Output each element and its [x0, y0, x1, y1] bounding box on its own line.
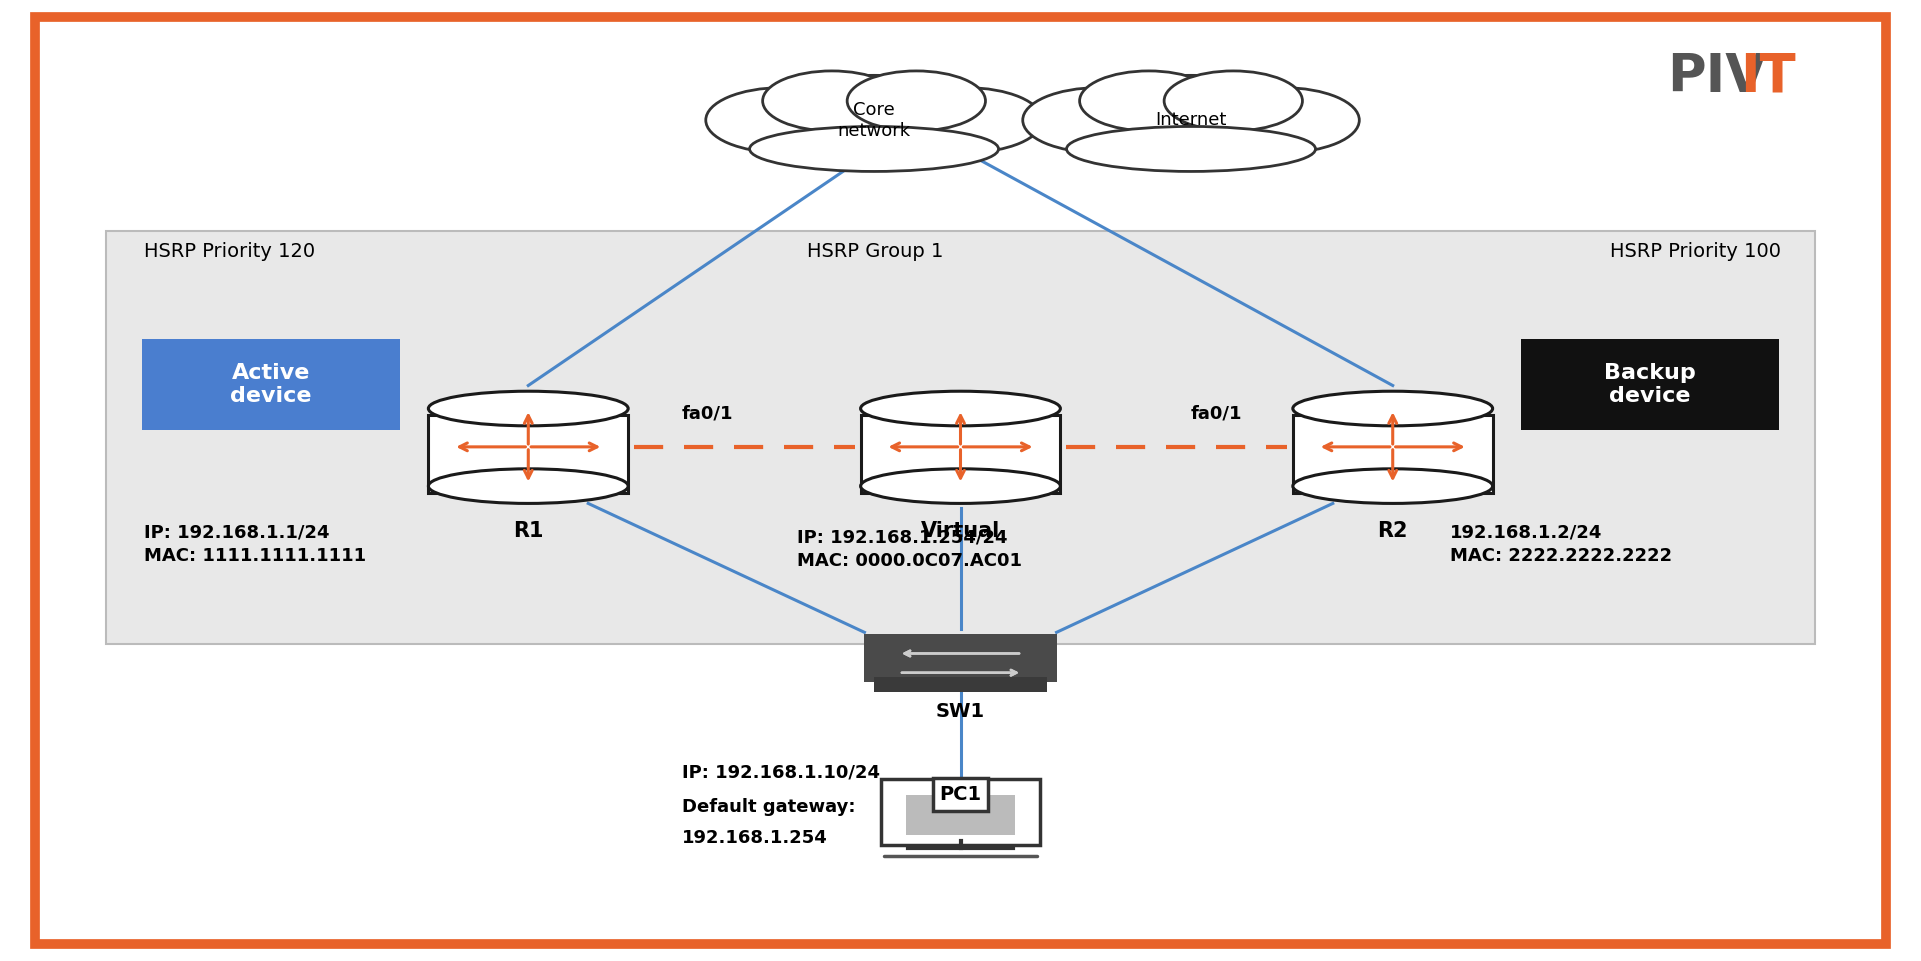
Text: 192.168.1.2/24
MAC: 2222.2222.2222: 192.168.1.2/24 MAC: 2222.2222.2222 — [1450, 524, 1673, 565]
Text: HSRP Group 1: HSRP Group 1 — [807, 242, 943, 261]
Text: Core
network: Core network — [838, 101, 911, 139]
FancyBboxPatch shape — [864, 634, 1057, 682]
Ellipse shape — [847, 71, 985, 131]
Ellipse shape — [1080, 71, 1218, 131]
Text: fa0/1: fa0/1 — [1191, 405, 1243, 422]
FancyBboxPatch shape — [1293, 415, 1493, 492]
FancyBboxPatch shape — [142, 339, 400, 430]
Ellipse shape — [705, 87, 859, 153]
FancyBboxPatch shape — [907, 795, 1014, 835]
Text: IT: IT — [1740, 51, 1796, 103]
Ellipse shape — [749, 127, 999, 171]
FancyBboxPatch shape — [1521, 339, 1779, 430]
Text: fa0/1: fa0/1 — [682, 405, 734, 422]
Ellipse shape — [1293, 391, 1493, 426]
Text: HSRP Priority 100: HSRP Priority 100 — [1610, 242, 1781, 261]
FancyBboxPatch shape — [874, 677, 1047, 692]
Text: Internet: Internet — [1155, 111, 1228, 129]
Text: PIV: PIV — [1667, 51, 1767, 103]
Text: SW1: SW1 — [936, 702, 985, 721]
Ellipse shape — [428, 391, 628, 426]
Ellipse shape — [778, 75, 970, 156]
FancyBboxPatch shape — [861, 415, 1060, 492]
Text: IP: 192.168.1.10/24: IP: 192.168.1.10/24 — [682, 764, 880, 782]
Ellipse shape — [763, 71, 901, 131]
Ellipse shape — [1164, 71, 1302, 131]
Text: R2: R2 — [1377, 521, 1408, 541]
Text: IP: 192.168.1.1/24
MAC: 1111.1111.1111: IP: 192.168.1.1/24 MAC: 1111.1111.1111 — [144, 524, 367, 565]
Ellipse shape — [889, 87, 1043, 153]
Ellipse shape — [861, 469, 1060, 504]
Text: Default gateway:: Default gateway: — [682, 798, 855, 816]
Ellipse shape — [1293, 469, 1493, 504]
FancyBboxPatch shape — [880, 779, 1041, 845]
Ellipse shape — [1095, 75, 1287, 156]
Text: Virtual: Virtual — [920, 521, 1001, 541]
Ellipse shape — [1022, 87, 1176, 153]
Ellipse shape — [1206, 87, 1360, 153]
Text: 192.168.1.254: 192.168.1.254 — [682, 829, 828, 848]
FancyBboxPatch shape — [106, 231, 1815, 644]
Ellipse shape — [1066, 127, 1316, 171]
Text: Active
device: Active device — [231, 363, 311, 406]
Text: Backup
device: Backup device — [1604, 363, 1696, 406]
Ellipse shape — [428, 469, 628, 504]
Text: IP: 192.168.1.254/24
MAC: 0000.0C07.AC01: IP: 192.168.1.254/24 MAC: 0000.0C07.AC01 — [797, 529, 1022, 570]
Text: PC1: PC1 — [939, 785, 982, 804]
Text: HSRP Priority 120: HSRP Priority 120 — [144, 242, 315, 261]
Ellipse shape — [861, 391, 1060, 426]
Text: R1: R1 — [513, 521, 544, 541]
FancyBboxPatch shape — [428, 415, 628, 492]
